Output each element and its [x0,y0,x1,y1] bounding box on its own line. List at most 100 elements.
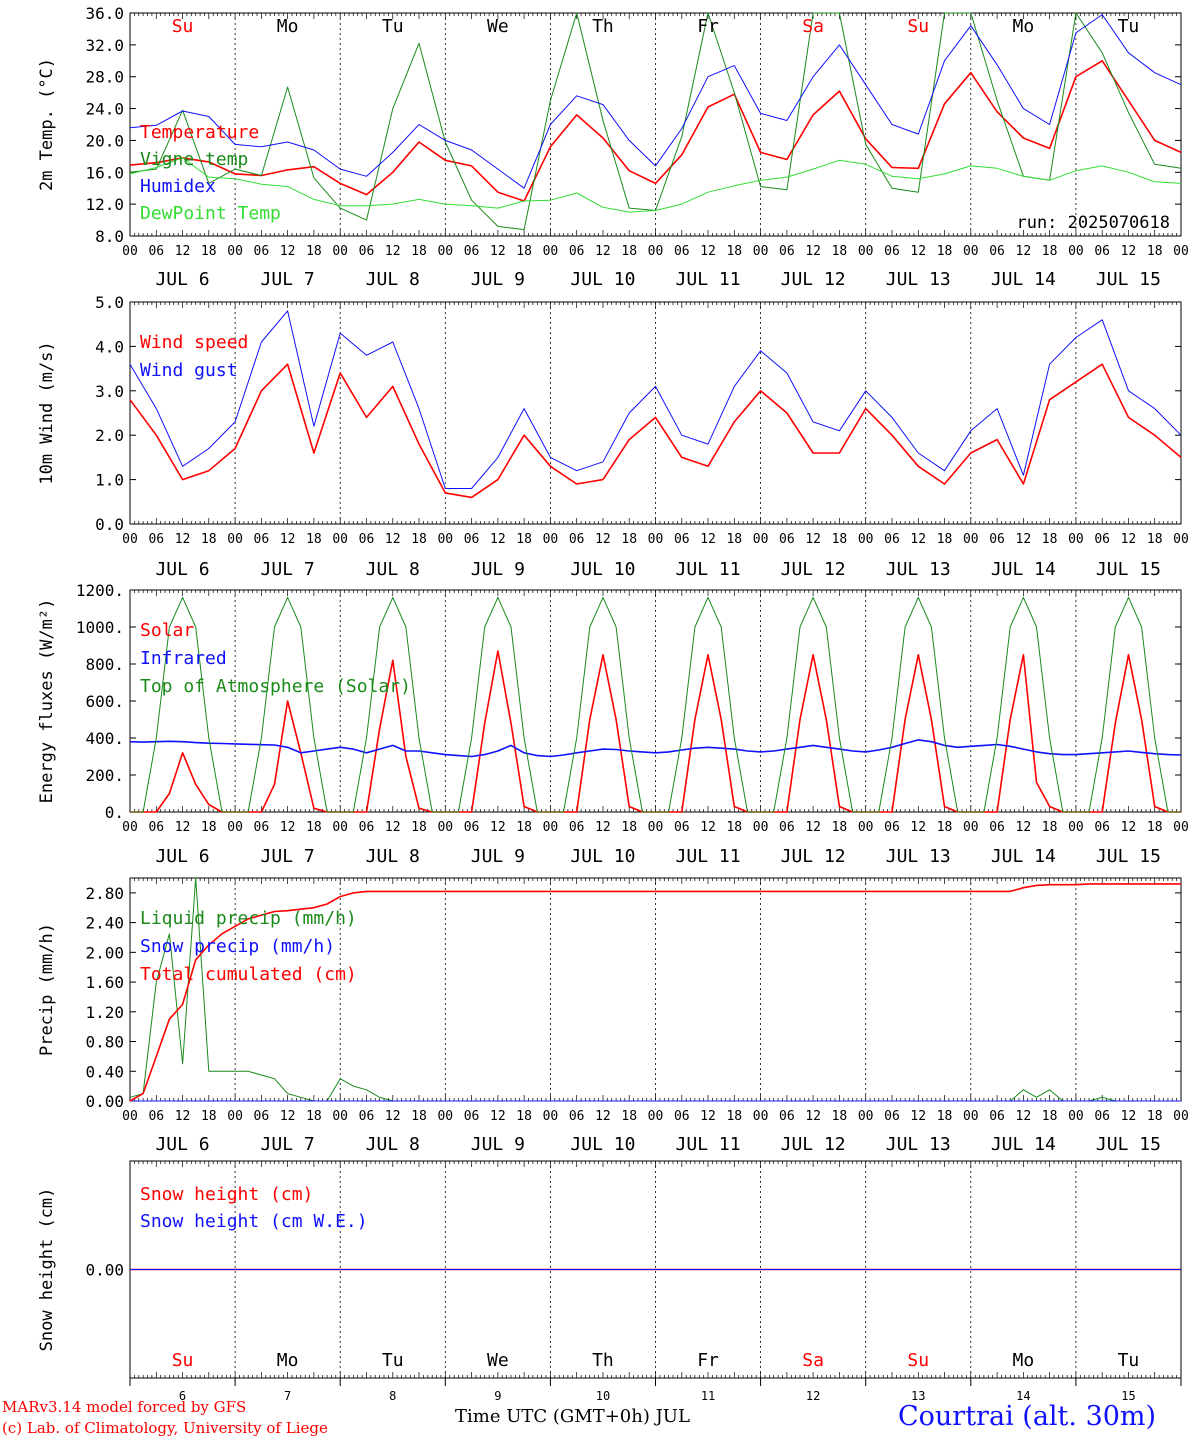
day-number-label: 13 [911,1389,925,1403]
hour-label: 00 [122,1109,138,1124]
hour-label: 12 [490,532,506,547]
y-tick-label: 1200. [76,581,124,600]
hour-label: 00 [437,532,453,547]
hour-label: 00 [1068,532,1084,547]
date-label: JUL 7 [261,846,315,867]
date-label: JUL 15 [1096,559,1161,580]
hour-label: 00 [648,244,664,259]
y-tick-label: 36.0 [85,4,124,23]
y-axis-title: 2m Temp. (°C) [37,58,57,191]
hour-label: 00 [648,532,664,547]
hour-label: 06 [1094,820,1110,835]
hour-label: 12 [385,1109,401,1124]
day-of-week-label: Sa [802,1350,824,1371]
run-annotation: run: 2025070618 [1016,213,1170,233]
hour-label: 18 [201,244,217,259]
hour-label: 18 [516,1109,532,1124]
hour-ticks [129,878,1182,1101]
day-of-week-label: Mo [277,1350,299,1371]
hour-label: 12 [700,820,716,835]
hour-label: 00 [332,1109,348,1124]
hour-label: 00 [963,820,979,835]
hour-label: 00 [963,1109,979,1124]
hour-label: 18 [306,244,322,259]
hour-label: 18 [1147,820,1163,835]
hour-label: 18 [306,820,322,835]
hour-label: 00 [227,1109,243,1124]
hour-label: 18 [1042,244,1058,259]
date-label: JUL 14 [991,559,1056,580]
date-label: JUL 7 [261,269,315,290]
y-tick-label: 2.40 [85,914,124,933]
series-line [129,310,1182,489]
hour-label: 18 [516,820,532,835]
hour-label: 12 [490,820,506,835]
hour-ticks [129,590,1182,812]
hour-label: 06 [148,820,164,835]
day-number-label: 8 [389,1389,396,1403]
y-tick-label: 1.0 [95,471,124,490]
hour-label: 18 [516,244,532,259]
legend-entry: Solar [140,620,194,641]
hour-label: 06 [359,532,375,547]
station-name: Courtrai (alt. 30m) [898,1401,1157,1432]
hour-label: 12 [385,532,401,547]
hour-label: 12 [385,244,401,259]
y-tick-label: 16.0 [85,163,124,182]
hour-label: 00 [543,244,559,259]
hour-label: 18 [411,1109,427,1124]
hour-label: 00 [543,820,559,835]
hour-label: 12 [700,532,716,547]
hour-label: 06 [254,244,270,259]
day-of-week-label: Tu [1118,16,1140,37]
date-label: JUL 15 [1096,1134,1161,1155]
hour-label: 12 [910,244,926,259]
hour-label: 12 [1121,1109,1137,1124]
day-of-week-label: Sa [802,16,824,37]
hour-label: 00 [332,532,348,547]
hour-label: 06 [779,532,795,547]
hour-label: 12 [280,244,296,259]
hour-label: 06 [989,244,1005,259]
hour-ticks [129,302,1182,524]
y-axis-title: 10m Wind (m/s) [37,341,57,484]
hour-label: 12 [490,244,506,259]
hour-label: 00 [753,1109,769,1124]
date-label: JUL 10 [570,846,635,867]
hour-label: 12 [1016,532,1032,547]
date-label: JUL 10 [570,1134,635,1155]
hour-label: 12 [910,1109,926,1124]
hour-label: 06 [1094,1109,1110,1124]
legend-entry: Total cumulated (cm) [140,964,357,985]
y-tick-label: 2.00 [85,943,124,962]
date-label: JUL 11 [676,559,741,580]
hour-label: 12 [1016,244,1032,259]
y-tick-label: 200. [85,766,124,785]
date-label: JUL 9 [471,846,525,867]
series-line [130,596,1181,813]
hour-label: 00 [543,532,559,547]
hour-label: 00 [1068,244,1084,259]
hour-label: 18 [937,820,953,835]
legend-entry: Snow height (cm W.E.) [140,1211,368,1232]
hour-label: 00 [858,820,874,835]
hour-label: 00 [753,820,769,835]
hour-label: 18 [1042,820,1058,835]
day-number-label: 11 [701,1389,715,1403]
series-line [129,157,1182,213]
date-label: JUL 8 [366,559,420,580]
hour-label: 06 [359,820,375,835]
day-of-week-label: We [487,1350,509,1371]
hour-label: 18 [621,244,637,259]
hour-label: 12 [910,532,926,547]
hour-label: 00 [963,244,979,259]
day-of-week-label: Mo [277,16,299,37]
hour-label: 12 [1016,1109,1032,1124]
hour-label: 12 [700,244,716,259]
hour-label: 06 [779,820,795,835]
date-label: JUL 6 [155,846,209,867]
hour-label: 00 [227,244,243,259]
y-tick-label: 2.0 [95,426,124,445]
day-of-week-label: Fr [697,16,719,37]
